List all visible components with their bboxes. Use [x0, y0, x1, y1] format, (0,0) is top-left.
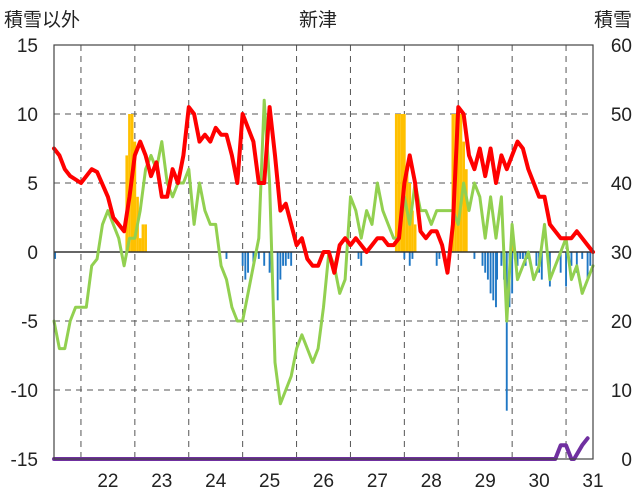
left-tick-label: 5: [27, 174, 38, 195]
precip_neg-bar: [473, 252, 476, 259]
snowfall-bar: [413, 224, 417, 252]
precip_neg-bar: [357, 252, 360, 259]
right-tick-label: 30: [611, 243, 632, 264]
right-tick-label: 40: [611, 174, 632, 195]
x-tick-label: 30: [529, 471, 550, 492]
snowfall-bar: [462, 141, 465, 252]
left-tick-label: -15: [11, 450, 38, 471]
precip_neg-bar: [438, 252, 441, 259]
precip_neg-bar: [408, 252, 411, 266]
x-tick-label: 27: [367, 471, 388, 492]
precip_neg-bar: [489, 252, 492, 294]
precip_neg-bar: [284, 252, 287, 266]
precip_neg-bar: [257, 252, 260, 259]
precip_neg-bar: [511, 252, 514, 294]
snowfall-bar: [400, 114, 404, 252]
precip_neg-bar: [519, 252, 522, 259]
precip_neg-bar: [581, 252, 584, 259]
precip_neg-bar: [540, 252, 543, 280]
right-axis-label: 積雪: [594, 9, 632, 31]
x-tick-label: 25: [259, 471, 280, 492]
max-temp-line: [52, 105, 595, 275]
precip_neg-bar: [241, 252, 244, 266]
precip_neg-bar: [521, 252, 524, 259]
precip_neg-bar: [247, 252, 249, 273]
min-temp-line: [52, 98, 595, 406]
left-tick-label: -10: [11, 381, 38, 402]
snowfall-bar: [411, 210, 414, 252]
left-tick-label: -5: [21, 312, 38, 333]
precip_neg-bar: [268, 252, 271, 273]
precip_neg-bar: [435, 252, 438, 266]
lines-layer: [52, 98, 595, 461]
left-axis-label: 積雪以外: [4, 9, 80, 31]
snowfall-bar: [397, 114, 401, 252]
snowfall-bar: [464, 169, 468, 252]
precip_neg-bar: [565, 252, 567, 287]
precip_neg-bar: [495, 252, 497, 308]
chart-title: 新津: [299, 9, 337, 31]
precip_neg-bar: [535, 252, 538, 266]
snowfall-bar: [459, 114, 463, 252]
precip_neg-bar: [570, 252, 573, 266]
precip_neg-bar: [496, 252, 499, 280]
x-tick-label: 24: [205, 471, 227, 492]
precip_neg-bar: [287, 252, 290, 259]
precip_neg-bar: [481, 252, 484, 266]
right-tick-label: 20: [611, 312, 632, 333]
left-axis-ticks: 15 10 5 0 -5 -10 -15: [11, 36, 38, 471]
plot-area-border: [53, 44, 594, 460]
precip_neg-bar: [505, 252, 508, 411]
x-tick-label: 26: [313, 471, 334, 492]
precip_neg-bar: [492, 252, 495, 301]
left-tick-label: 10: [17, 105, 38, 126]
x-tick-label: 31: [582, 471, 603, 492]
precip_neg-bar: [225, 252, 228, 259]
snowfall-bar: [141, 224, 145, 252]
precip_neg-bar: [276, 252, 279, 301]
snowfall-bar: [456, 114, 460, 252]
precip_neg-bar: [403, 252, 406, 259]
precip_neg-bar: [54, 252, 57, 259]
right-axis-ticks: 60 50 40 30 20 10 0: [611, 36, 632, 471]
right-tick-label: 50: [611, 105, 632, 126]
left-tick-label: 15: [17, 36, 38, 57]
left-tick-label: 0: [27, 243, 38, 264]
precip_neg-bar: [589, 252, 592, 266]
precip_neg-bar: [282, 252, 285, 266]
precip_neg-bar: [486, 252, 489, 280]
precip_neg-bar: [279, 252, 282, 280]
precip_neg-bar: [244, 252, 247, 280]
precip_neg-bar: [516, 252, 519, 266]
precip_neg-bar: [500, 252, 503, 266]
right-tick-label: 60: [611, 36, 632, 57]
precip_neg-bar: [559, 252, 562, 273]
x-tick-label: 22: [97, 471, 118, 492]
precip_neg-bar: [411, 252, 414, 259]
snow-depth-line: [52, 436, 590, 461]
right-tick-label: 10: [611, 381, 632, 402]
x-tick-label: 23: [151, 471, 172, 492]
precip_neg-bar: [586, 252, 589, 280]
precip_neg-bar: [360, 252, 363, 266]
snowfall-bar: [138, 238, 142, 252]
precip_neg-bar: [290, 252, 293, 266]
x-tick-label: 29: [475, 471, 496, 492]
precip_neg-bar: [263, 252, 266, 266]
snowfall-bar: [394, 114, 398, 252]
x-axis-ticks: 22 23 24 25 26 27 28 29 30 31: [97, 471, 603, 492]
right-tick-label: 0: [621, 450, 632, 471]
snowfall-bar: [133, 141, 137, 252]
precip_neg-bar: [484, 252, 487, 273]
x-tick-label: 28: [421, 471, 442, 492]
snowfall-bar: [144, 224, 147, 252]
precip_neg-bar: [575, 252, 578, 273]
